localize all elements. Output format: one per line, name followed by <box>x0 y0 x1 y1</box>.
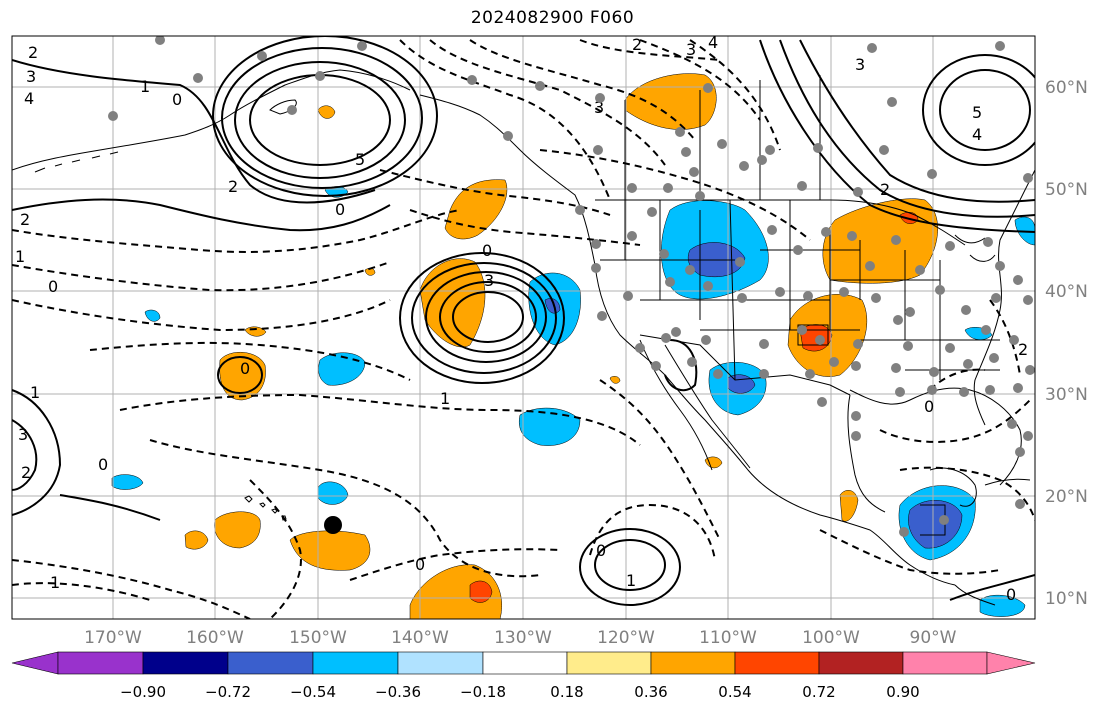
contour-label: 1 <box>15 247 25 266</box>
lon-label: 120°W <box>597 628 655 648</box>
contour-label: 1 <box>50 573 60 592</box>
contour-label: 2 <box>21 463 31 482</box>
contour-label: 0 <box>172 90 182 109</box>
colorbar-ticks: −0.90 −0.72 −0.54 −0.36 −0.18 0.18 0.36 … <box>120 683 920 701</box>
contour-label: 0 <box>98 455 108 474</box>
lon-label: 140°W <box>391 628 449 648</box>
colorbar-tick-label: −0.18 <box>460 683 506 701</box>
lon-label: 130°W <box>494 628 552 648</box>
lon-label: 100°W <box>802 628 860 648</box>
contour-label: 4 <box>972 125 982 144</box>
colorbar-segment <box>650 651 736 675</box>
colorbar-segment <box>566 651 652 675</box>
map-title: 2024082900 F060 <box>470 8 635 28</box>
contour-label: 3 <box>686 40 696 59</box>
colorbar-tick-label: 0.90 <box>886 683 919 701</box>
colorbar-tick-label: −0.36 <box>375 683 421 701</box>
lat-label: 40°N <box>1045 282 1088 302</box>
colorbar-tick-label: −0.72 <box>205 683 251 701</box>
lon-label: 150°W <box>289 628 347 648</box>
contour-label: 0 <box>924 397 934 416</box>
lon-label: 160°W <box>186 628 244 648</box>
contour-label: 4 <box>24 89 34 108</box>
colorbar-segment <box>312 651 399 675</box>
colorbar-segment <box>142 651 229 675</box>
colorbar-tick-label: 0.54 <box>718 683 751 701</box>
contour-label: 1 <box>30 383 40 402</box>
colorbar-extend-low <box>11 651 59 675</box>
contour-label: 2 <box>880 180 890 199</box>
contour-label: 5 <box>972 103 982 122</box>
colorbar-tick-label: 0.36 <box>634 683 667 701</box>
contour-label: 4 <box>708 33 718 52</box>
lat-label: 50°N <box>1045 180 1088 200</box>
contour-label: 3 <box>855 55 865 74</box>
colorbar-segment <box>227 651 314 675</box>
colorbar-tick-label: 0.72 <box>802 683 835 701</box>
lon-label: 170°W <box>84 628 142 648</box>
contour-label: 3 <box>26 67 36 86</box>
colorbar-segment <box>818 651 904 675</box>
colorbar-tick-label: 0.18 <box>550 683 583 701</box>
contour-label: 1 <box>140 77 150 96</box>
colorbar-segment <box>397 651 484 675</box>
colorbar-segment <box>57 651 144 675</box>
location-marker <box>324 516 342 534</box>
lat-label: 60°N <box>1045 78 1088 98</box>
colorbar <box>11 651 1036 675</box>
lon-label: 90°W <box>910 628 957 648</box>
map-frame <box>11 35 1036 620</box>
contour-label: 0 <box>240 359 250 378</box>
lat-label: 20°N <box>1045 487 1088 507</box>
colorbar-extend-high <box>986 651 1036 675</box>
longitude-labels: 170°W 160°W 150°W 140°W 130°W 120°W 110°… <box>84 628 957 648</box>
colorbar-tick-label: −0.54 <box>290 683 336 701</box>
contours-dashed <box>12 39 1035 619</box>
contour-labels: 2 3 4 2 0 0 5 2 3 2 3 4 3 1 2 0 0 1 3 0 … <box>15 33 1028 604</box>
contour-label: 0 <box>415 555 425 574</box>
contour-label: 2 <box>228 177 238 196</box>
contour-label: 1 <box>626 571 636 590</box>
latitude-labels: 60°N 50°N 40°N 30°N 20°N 10°N <box>1045 78 1088 609</box>
contour-label: 2 <box>20 210 30 229</box>
contour-label: 3 <box>594 98 604 117</box>
contour-label: 2 <box>28 43 38 62</box>
contour-label: 0 <box>335 200 345 219</box>
contour-label: 3 <box>484 271 494 290</box>
contour-label: 0 <box>596 541 606 560</box>
contour-label: 0 <box>482 241 492 260</box>
colorbar-segment <box>902 651 988 675</box>
contour-label: 2 <box>1018 340 1028 359</box>
colorbar-segment <box>734 651 820 675</box>
lon-label: 110°W <box>699 628 757 648</box>
contour-label: 3 <box>18 425 28 444</box>
lat-label: 10°N <box>1045 589 1088 609</box>
contour-label: 0 <box>1006 585 1016 604</box>
contour-label: 5 <box>355 150 365 169</box>
contour-label: 2 <box>632 35 642 54</box>
station-dots <box>108 36 1035 537</box>
contour-label: 1 <box>440 389 450 408</box>
colorbar-segment <box>482 651 568 675</box>
contour-label: 0 <box>48 277 58 296</box>
lat-label: 30°N <box>1045 385 1088 405</box>
colorbar-tick-label: −0.90 <box>120 683 166 701</box>
